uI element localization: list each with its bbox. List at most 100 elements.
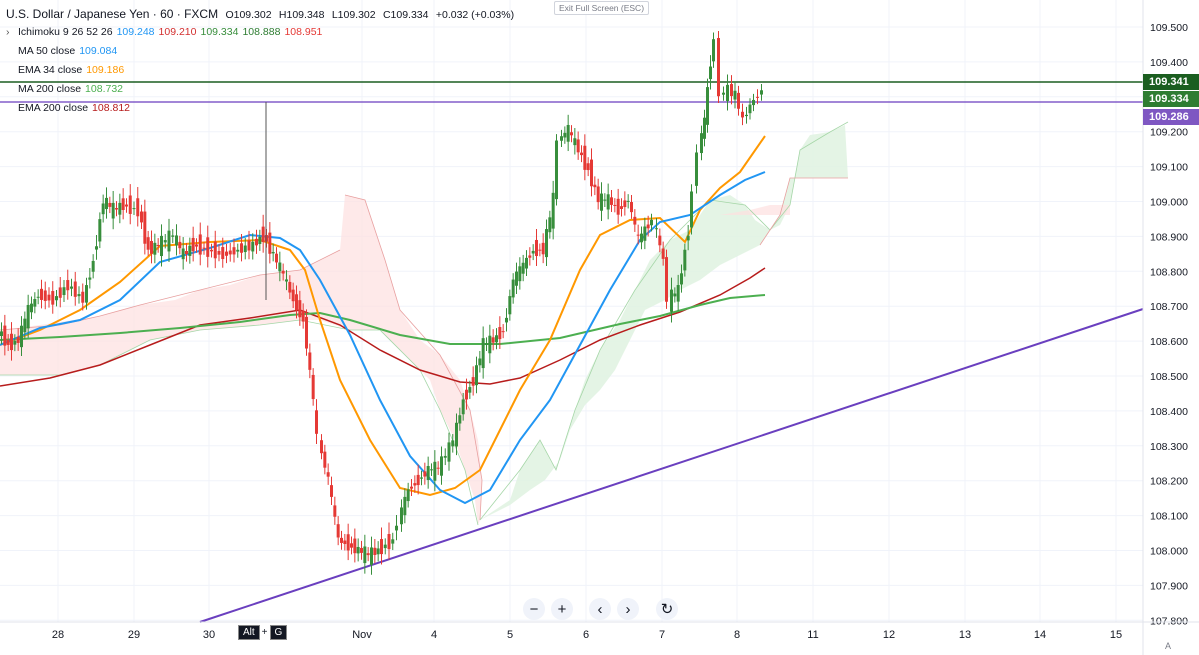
price-tick-label: 107.800 [1150,615,1188,627]
candle-body [413,483,417,486]
candle-body [603,199,607,201]
candle-body [426,465,430,481]
candle-body [20,325,23,348]
candle-body [0,331,3,336]
candle-body [535,239,538,257]
reset-chart-button[interactable]: ↻ [656,598,678,620]
candle-body [73,281,77,297]
time-axis[interactable]: 28 29 30 Nov 4 5 6 7 8 11 12 13 14 15 [0,621,1199,641]
candle-body [573,138,577,146]
candle-body [551,192,555,229]
candle-body [586,163,590,171]
indicator-row[interactable]: MA 50 close 109.084 [6,45,121,57]
candle-body [236,249,240,252]
candle-body [468,387,472,393]
chevron-right-icon[interactable]: › [6,26,10,38]
candle-body [406,489,410,502]
candle-body [538,249,542,251]
indicator-value: 109.084 [79,45,118,57]
candle-body [722,92,725,95]
candle-body [436,467,440,469]
scroll-left-button[interactable]: ‹ [589,598,611,620]
exit-fullscreen-button[interactable]: Exit Full Screen (ESC) [554,1,650,15]
zoom-in-button[interactable]: + [551,598,573,620]
price-tick-label: 108.000 [1150,546,1188,558]
candle-body [475,365,478,386]
candle-body [661,248,665,259]
candle-body [206,237,210,257]
candle-body [85,285,88,303]
time-tick-label: 12 [883,629,895,641]
price-label-level-1: 109.341 [1143,74,1199,90]
indicator-name: MA 200 close [18,83,82,95]
candle-body [745,114,748,117]
candle-body [583,145,587,170]
candle-body [167,230,171,252]
zoom-out-button[interactable]: − [523,598,545,620]
candle-body [213,241,217,259]
candle-body [191,237,195,252]
candle-body [596,186,600,203]
candle-body [703,117,706,139]
candle-body [311,374,315,400]
indicator-row[interactable]: MA 200 close 108.732 [6,83,127,95]
candle-body [726,84,729,102]
candle-body [105,197,108,210]
ohlc-close: C109.334 [382,9,429,21]
goto-hotkey-hint[interactable]: Alt + G [238,625,288,640]
candle-body [43,290,47,301]
symbol-title[interactable]: U.S. Dollar / Japanese Yen · 60 · FXCM [6,7,219,21]
candle-body [373,547,377,555]
candle-body [118,202,122,215]
indicator-value: 108.812 [92,102,131,114]
indicator-row[interactable]: › Ichimoku 9 26 52 26 109.248 109.210 109.33… [6,26,326,38]
candle-body [400,507,403,525]
candle-body [471,377,475,386]
indicator-row[interactable]: EMA 34 close 109.186 [6,64,128,76]
candle-body [343,540,347,545]
candle-body [261,226,265,243]
candle-body [108,202,112,207]
candle-body [308,352,312,370]
candle-body [447,442,451,462]
indicator-row[interactable]: EMA 200 close 108.812 [6,102,134,114]
candle-body [433,461,437,481]
candle-body [525,257,528,269]
candle-body [360,547,363,553]
candle-body [55,296,58,301]
candle-body [251,241,255,252]
ohlc-change: +0.032 (+0.03%) [435,9,515,21]
candle-body [383,544,387,549]
candle-body [340,537,343,543]
indicator-name: Ichimoku 9 26 52 26 [18,26,113,38]
price-tick-label: 109.400 [1150,57,1188,69]
candle-body [185,251,188,255]
candle-body [748,104,752,114]
candle-body [132,208,136,210]
time-tick-label: 7 [659,629,665,641]
candle-body [210,249,213,252]
candle-body [690,191,693,228]
candle-body [712,39,715,62]
scroll-right-button[interactable]: › [617,598,639,620]
candle-body [315,410,318,434]
hotkey-alt: Alt [238,625,260,640]
candle-body [305,316,308,349]
candle-body [370,547,373,565]
indicator-value: 109.334 [200,26,239,38]
candle-body [395,525,398,531]
candle-body [232,247,236,255]
candle-body [518,266,522,282]
candle-body [700,133,703,154]
ema200-line [0,267,766,387]
candle-body [346,534,350,551]
candle-body [10,333,13,351]
trendline[interactable] [199,308,1144,623]
candle-body [350,543,353,548]
candle-body [178,241,182,249]
candle-body [298,300,302,318]
auto-scale-button[interactable]: A [1165,641,1172,651]
indicator-value: 109.186 [86,64,125,76]
candle-body [626,200,630,202]
